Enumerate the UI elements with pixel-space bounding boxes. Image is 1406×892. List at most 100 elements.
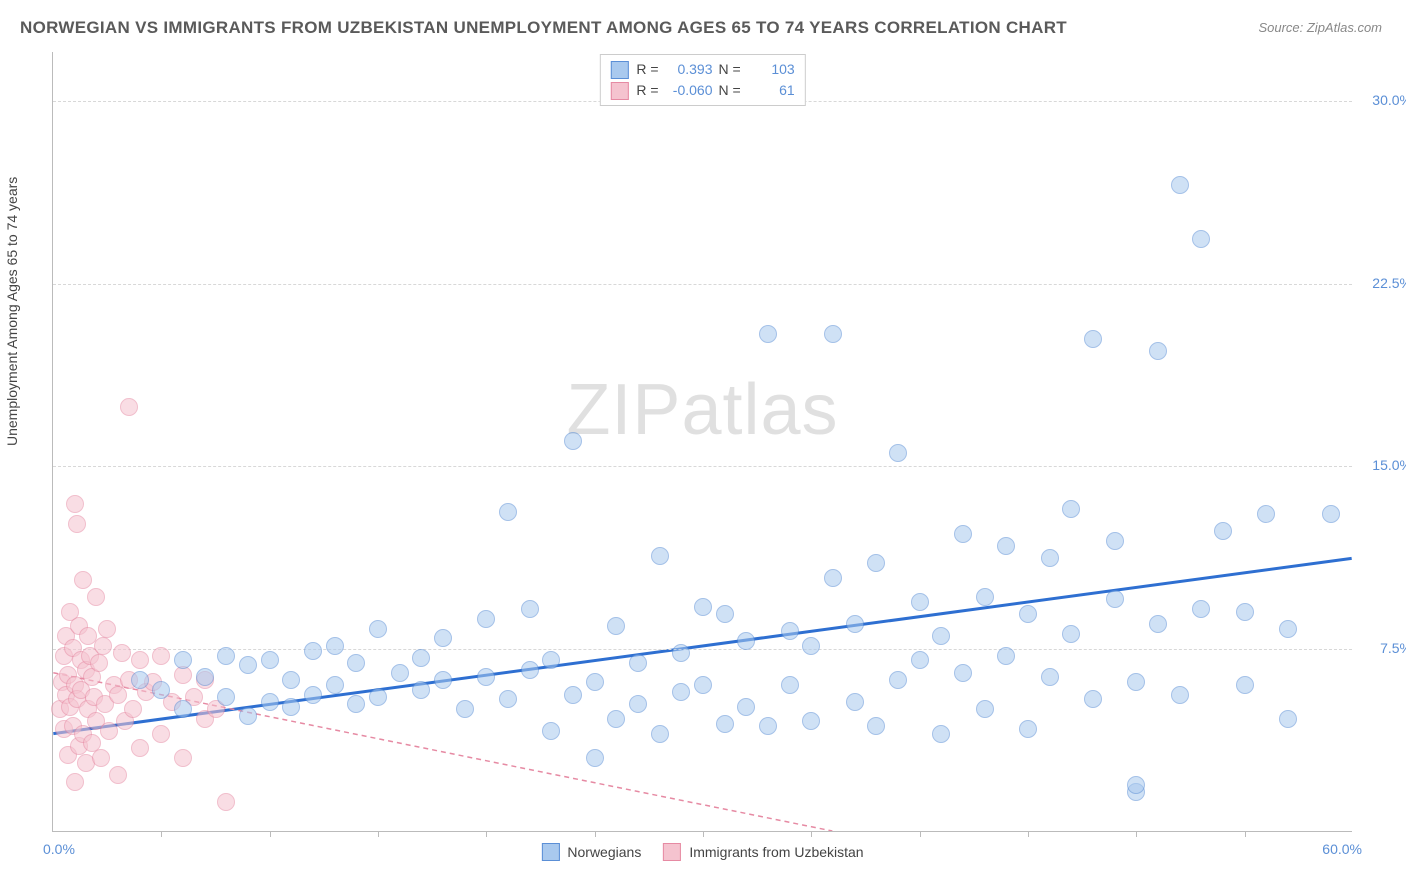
data-point xyxy=(954,664,972,682)
source-label: Source: ZipAtlas.com xyxy=(1258,20,1382,35)
data-point xyxy=(217,688,235,706)
x-min-label: 0.0% xyxy=(43,841,75,857)
n-value-2: 61 xyxy=(747,80,795,101)
data-point xyxy=(347,654,365,672)
data-point xyxy=(239,656,257,674)
data-point xyxy=(867,554,885,572)
data-point xyxy=(109,686,127,704)
n-label: N = xyxy=(719,59,741,80)
data-point xyxy=(326,676,344,694)
x-tick xyxy=(270,831,271,837)
x-tick xyxy=(1028,831,1029,837)
data-point xyxy=(92,749,110,767)
data-point xyxy=(694,598,712,616)
data-point xyxy=(499,690,517,708)
x-max-label: 60.0% xyxy=(1322,841,1362,857)
data-point xyxy=(369,688,387,706)
data-point xyxy=(586,673,604,691)
data-point xyxy=(976,588,994,606)
data-point xyxy=(1062,500,1080,518)
swatch-bottom-1 xyxy=(541,843,559,861)
data-point xyxy=(932,725,950,743)
x-tick xyxy=(486,831,487,837)
data-point xyxy=(90,654,108,672)
data-point xyxy=(1192,230,1210,248)
data-point xyxy=(1127,776,1145,794)
data-point xyxy=(1084,690,1102,708)
data-point xyxy=(737,632,755,650)
data-point xyxy=(759,717,777,735)
legend-row-2: R = -0.060 N = 61 xyxy=(610,80,794,101)
data-point xyxy=(824,569,842,587)
data-point xyxy=(477,668,495,686)
y-tick-label: 7.5% xyxy=(1356,640,1406,656)
data-point xyxy=(1257,505,1275,523)
data-point xyxy=(152,725,170,743)
data-point xyxy=(66,773,84,791)
data-point xyxy=(1279,620,1297,638)
data-point xyxy=(802,637,820,655)
legend-label-1: Norwegians xyxy=(567,844,641,860)
swatch-bottom-2 xyxy=(663,843,681,861)
data-point xyxy=(564,686,582,704)
data-point xyxy=(304,686,322,704)
data-point xyxy=(282,671,300,689)
data-point xyxy=(1106,532,1124,550)
data-point xyxy=(124,700,142,718)
data-point xyxy=(629,654,647,672)
data-point xyxy=(716,605,734,623)
data-point xyxy=(66,495,84,513)
data-point xyxy=(1019,605,1037,623)
data-point xyxy=(1171,686,1189,704)
data-point xyxy=(1106,590,1124,608)
r-label: R = xyxy=(636,59,658,80)
x-tick xyxy=(1245,831,1246,837)
data-point xyxy=(542,722,560,740)
data-point xyxy=(152,681,170,699)
data-point xyxy=(217,647,235,665)
data-point xyxy=(846,693,864,711)
data-point xyxy=(1019,720,1037,738)
data-point xyxy=(196,668,214,686)
data-point xyxy=(369,620,387,638)
data-point xyxy=(1062,625,1080,643)
gridline xyxy=(53,466,1352,467)
data-point xyxy=(304,642,322,660)
data-point xyxy=(1041,668,1059,686)
legend-series: Norwegians Immigrants from Uzbekistan xyxy=(541,843,863,861)
swatch-series-2 xyxy=(610,82,628,100)
watermark: ZIPatlas xyxy=(566,369,838,451)
data-point xyxy=(1214,522,1232,540)
data-point xyxy=(113,644,131,662)
data-point xyxy=(282,698,300,716)
data-point xyxy=(98,620,116,638)
data-point xyxy=(412,649,430,667)
data-point xyxy=(131,671,149,689)
gridline xyxy=(53,649,1352,650)
x-tick xyxy=(595,831,596,837)
data-point xyxy=(976,700,994,718)
data-point xyxy=(867,717,885,735)
data-point xyxy=(456,700,474,718)
watermark-atlas: atlas xyxy=(681,370,838,450)
data-point xyxy=(629,695,647,713)
r-value-2: -0.060 xyxy=(665,80,713,101)
data-point xyxy=(1171,176,1189,194)
data-point xyxy=(131,651,149,669)
y-tick-label: 22.5% xyxy=(1356,275,1406,291)
data-point xyxy=(997,647,1015,665)
n-value-1: 103 xyxy=(747,59,795,80)
plot-area: ZIPatlas R = 0.393 N = 103 R = -0.060 N … xyxy=(52,52,1352,832)
data-point xyxy=(1149,342,1167,360)
data-point xyxy=(889,671,907,689)
data-point xyxy=(716,715,734,733)
data-point xyxy=(1084,330,1102,348)
data-point xyxy=(737,698,755,716)
data-point xyxy=(94,637,112,655)
data-point xyxy=(120,398,138,416)
data-point xyxy=(759,325,777,343)
data-point xyxy=(1192,600,1210,618)
data-point xyxy=(911,651,929,669)
r-label: R = xyxy=(636,80,658,101)
data-point xyxy=(542,651,560,669)
